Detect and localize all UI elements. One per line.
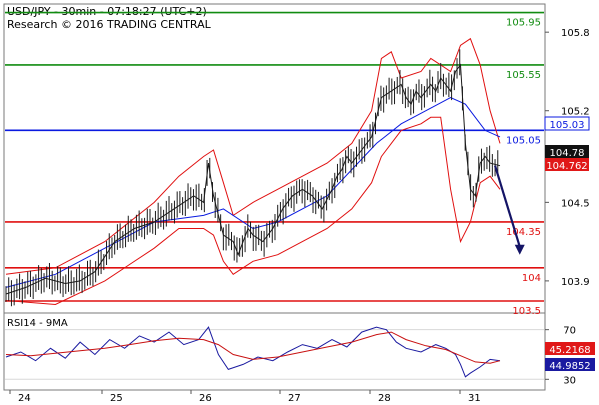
forecast-arrow	[494, 165, 525, 255]
y-tick-label: 105.8	[561, 28, 590, 39]
rsi-title: RSI14 - 9MA	[7, 318, 68, 329]
rsi-series	[5, 326, 544, 380]
price-badges: 104.78 104.762 105.03 45.2168 44.9852	[544, 116, 595, 372]
x-tick-label: 28	[378, 393, 391, 404]
rsi-badge-45.2168: 45.2168	[549, 345, 590, 356]
rsi-line-9MA	[5, 331, 501, 364]
y-tick-label: 104.5	[561, 198, 590, 209]
rsi-y-tick-label: 70	[563, 326, 576, 337]
forecast-arrow-head	[514, 244, 525, 255]
badge-104.78: 104.78	[550, 148, 585, 159]
bollinger-upper	[5, 37, 501, 275]
level-label-103.5: 103.5	[512, 306, 541, 317]
x-tick-label: 25	[110, 393, 123, 404]
level-label-104: 104	[522, 273, 541, 284]
x-tick-label: 31	[468, 393, 481, 404]
badge-bg	[544, 116, 590, 131]
rsi-badge-bg	[545, 342, 595, 355]
badge-bg	[545, 145, 589, 158]
rsi-badge-44.9852: 44.9852	[549, 361, 590, 372]
level-label-105.55: 105.55	[506, 70, 541, 81]
x-axis-labels: 24 25 26 27 28 31	[9, 390, 481, 404]
price-series	[5, 49, 501, 307]
badge-bg	[545, 158, 589, 171]
y-tick-label: 105.2	[561, 107, 590, 118]
y-axis-labels: 105.8 105.2 104.5 103.9 70 30	[545, 28, 590, 386]
x-tick-label: 27	[288, 393, 301, 404]
bollinger-lower	[5, 116, 501, 306]
price-panel-frame	[3, 3, 546, 314]
rsi-y-tick-label: 30	[563, 375, 576, 386]
rsi-badge-bg	[545, 358, 595, 371]
chart-title: USD/JPY - 30min - 07:18:27 (UTC+2)	[7, 5, 207, 18]
x-tick-label: 26	[199, 393, 212, 404]
y-tick-label: 103.9	[561, 277, 590, 288]
x-tick-label: 24	[18, 393, 31, 404]
badge-105.03: 105.03	[550, 120, 585, 131]
chart-subtitle: Research © 2016 TRADING CENTRAL	[7, 18, 212, 31]
badge-104.762: 104.762	[546, 161, 587, 172]
level-label-105.95: 105.95	[506, 18, 541, 29]
level-label-105.05: 105.05	[506, 135, 541, 146]
rsi-panel-frame	[3, 312, 546, 391]
level-label-104.35: 104.35	[506, 227, 541, 238]
forecast-arrow-shaft	[494, 165, 521, 248]
